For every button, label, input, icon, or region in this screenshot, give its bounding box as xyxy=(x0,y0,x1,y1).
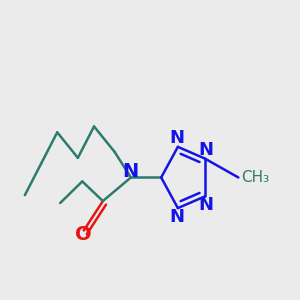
Text: N: N xyxy=(169,208,184,226)
Text: N: N xyxy=(199,141,214,159)
Text: N: N xyxy=(199,196,214,214)
Text: CH₃: CH₃ xyxy=(241,170,269,185)
Text: O: O xyxy=(75,225,92,244)
Text: N: N xyxy=(123,162,139,181)
Text: N: N xyxy=(169,129,184,147)
